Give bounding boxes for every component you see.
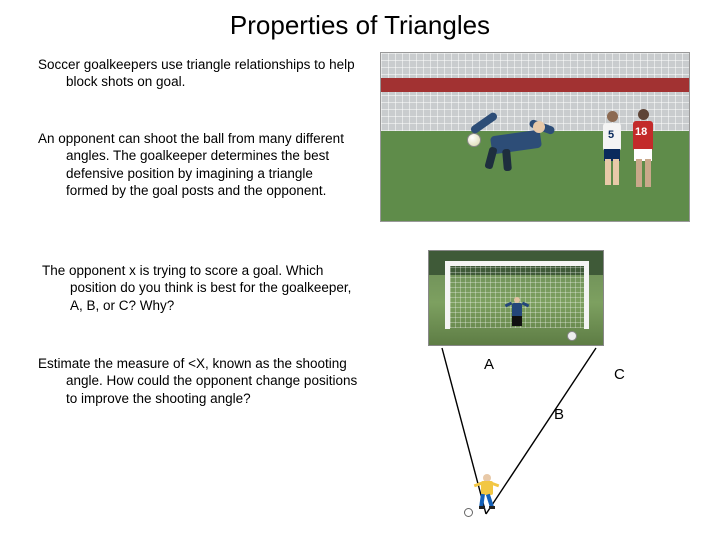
label-c: C xyxy=(614,366,625,383)
paragraph-1: Soccer goalkeepers use triangle relation… xyxy=(38,56,358,91)
ball-icon xyxy=(567,331,577,341)
angle-diagram: A B C xyxy=(416,344,656,534)
ball-icon xyxy=(467,133,481,147)
page-title: Properties of Triangles xyxy=(0,0,720,53)
paragraph-2: An opponent can shoot the ball from many… xyxy=(38,130,358,199)
jersey-number: 18 xyxy=(635,126,647,138)
ball-icon xyxy=(464,508,473,517)
ray-c xyxy=(486,348,596,514)
soccer-action-photo: 5 18 xyxy=(380,52,690,222)
player-red-icon: 18 xyxy=(629,111,659,195)
goalkeeper-icon xyxy=(481,115,561,167)
goalkeeper-small-icon xyxy=(507,297,527,327)
label-a: A xyxy=(484,356,494,373)
goal-photo xyxy=(428,250,604,346)
shooter-icon xyxy=(476,474,498,514)
paragraph-3: The opponent x is trying to score a goal… xyxy=(42,262,358,314)
paragraph-4: Estimate the measure of <X, known as the… xyxy=(38,355,358,407)
label-b: B xyxy=(554,406,564,423)
player-white-icon: 5 xyxy=(599,113,625,193)
jersey-number: 5 xyxy=(608,129,614,141)
